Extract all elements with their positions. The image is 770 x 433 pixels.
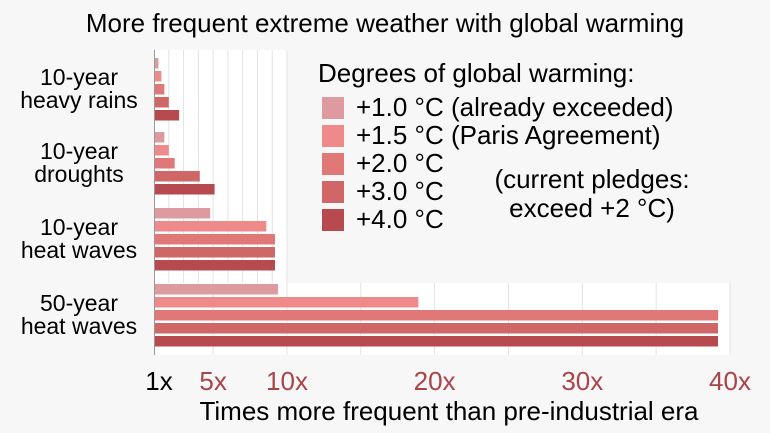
legend-swatch	[322, 153, 344, 175]
bar	[154, 145, 169, 156]
bar	[154, 84, 165, 95]
x-tick-label: 30x	[561, 366, 603, 396]
chart-title: More frequent extreme weather with globa…	[86, 8, 684, 38]
legend-title: Degrees of global warming:	[318, 58, 635, 88]
x-tick-label: 10x	[266, 366, 308, 396]
bar	[154, 208, 211, 219]
legend-label: +2.0 °C	[356, 148, 444, 178]
bar	[154, 284, 279, 295]
legend-label: +4.0 °C	[356, 204, 444, 234]
bar	[154, 260, 275, 271]
bar	[154, 323, 718, 334]
bar	[154, 297, 419, 308]
category-label: 10-year	[40, 64, 118, 90]
category-label: 10-year	[40, 138, 118, 164]
legend-note: exceed +2 °C)	[509, 193, 675, 223]
category-label: droughts	[34, 161, 124, 187]
category-label: heat waves	[21, 237, 137, 263]
bars	[154, 58, 719, 347]
bar	[154, 71, 162, 82]
x-tick-label: 5x	[199, 366, 226, 396]
bar	[154, 58, 159, 69]
legend-swatch	[322, 125, 344, 147]
legend-label: +1.5 °C (Paris Agreement)	[356, 120, 660, 150]
legend-label: +3.0 °C	[356, 176, 444, 206]
bar	[154, 247, 275, 258]
legend-swatch	[322, 181, 344, 203]
x-tick-label: 40x	[709, 366, 751, 396]
category-label: 10-year	[40, 214, 118, 240]
legend-swatch	[322, 97, 344, 119]
legend-note: (current pledges:	[494, 164, 689, 194]
bar	[154, 234, 275, 245]
bar	[154, 132, 165, 143]
legend-label: +1.0 °C (already exceeded)	[356, 92, 674, 122]
category-label: heat waves	[21, 313, 137, 339]
x-axis-label: Times more frequent than pre-industrial …	[199, 396, 699, 426]
bar	[154, 158, 175, 169]
category-label: 50-year	[40, 290, 118, 316]
bar	[154, 110, 180, 121]
category-label: heavy rains	[20, 87, 138, 113]
bar	[154, 97, 169, 108]
bar	[154, 336, 718, 347]
bar	[154, 221, 267, 232]
legend-swatch	[322, 209, 344, 231]
legend: Degrees of global warming: +1.0 °C (alrea…	[318, 58, 690, 234]
bar	[154, 310, 719, 321]
x-tick-label: 20x	[414, 366, 456, 396]
x-tick-label: 1x	[145, 366, 172, 396]
bar	[154, 184, 215, 195]
bar	[154, 171, 200, 182]
x-tick-labels: 1x 5x 10x 20x 30x 40x	[145, 366, 751, 396]
